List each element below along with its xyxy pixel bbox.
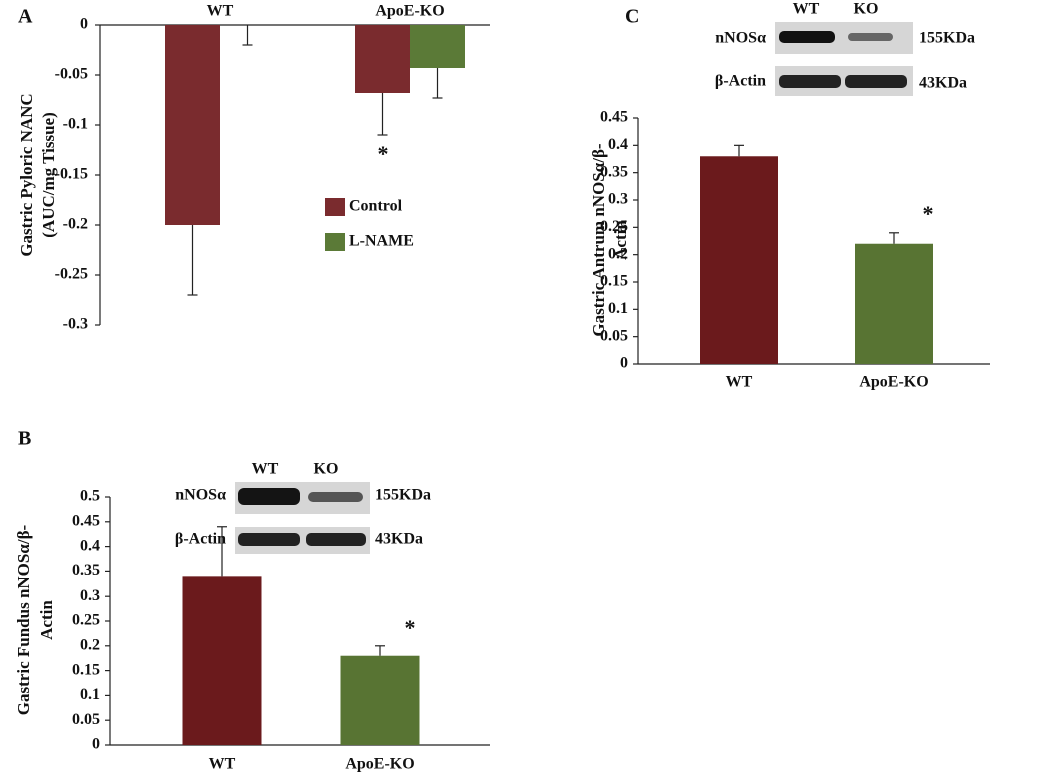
y-tick-label: 0.1	[80, 686, 100, 703]
western-blot	[235, 482, 370, 554]
y-tick-label: 0.3	[608, 191, 628, 208]
x-tick-label: ApoE-KO	[345, 756, 414, 773]
y-tick-label: -0.15	[55, 166, 88, 183]
y-tick-label: 0.25	[600, 218, 628, 235]
blot-row-label: β-Actin	[175, 531, 226, 548]
y-axis-label: Actin	[611, 220, 630, 260]
y-tick-label: -0.3	[63, 316, 88, 333]
bar	[700, 156, 778, 364]
bar	[410, 25, 465, 68]
y-tick-label: 0.45	[600, 109, 628, 126]
x-tick-label: WT	[726, 374, 753, 391]
y-axis-label: Gastric Antrum nNOSα/β-	[589, 143, 608, 337]
y-tick-label: 0.15	[600, 273, 628, 290]
blot-row-label: β-Actin	[715, 73, 766, 90]
y-tick-label: 0.05	[72, 711, 100, 728]
x-tick-label: ApoE-KO	[859, 374, 928, 391]
y-tick-label: 0.05	[600, 327, 628, 344]
y-axis-label: Gastric Fundus nNOSα/β-	[14, 524, 33, 715]
y-tick-label: 0.25	[72, 612, 100, 629]
y-axis-label: Actin	[37, 600, 56, 640]
y-tick-label: 0	[80, 16, 88, 33]
y-tick-label: 0.35	[72, 562, 100, 579]
blot-size-label: 155KDa	[919, 30, 975, 47]
bar	[855, 243, 933, 364]
western-blot	[775, 22, 913, 96]
y-tick-label: 0.35	[600, 163, 628, 180]
y-tick-label: 0.5	[80, 488, 100, 505]
y-tick-label: -0.05	[55, 66, 88, 83]
bar	[165, 25, 220, 225]
blot-row-label: nNOSα	[175, 487, 226, 504]
y-tick-label: 0.4	[608, 136, 628, 153]
bar	[182, 576, 262, 745]
panel-label: C	[625, 6, 639, 28]
lane-label: KO	[314, 461, 339, 478]
bar	[355, 25, 410, 93]
blot-size-label: 43KDa	[375, 531, 423, 548]
y-tick-label: 0.1	[608, 300, 628, 317]
y-tick-label: 0.45	[72, 512, 100, 529]
lane-label: WT	[793, 1, 820, 18]
y-tick-label: -0.2	[63, 216, 88, 233]
annotation: *	[378, 141, 389, 166]
y-axis-label: Gastric Pyloric NANC	[17, 93, 36, 256]
y-tick-label: 0	[620, 355, 628, 372]
y-axis-label: (AUC/mg Tissue)	[39, 112, 58, 237]
y-tick-label: -0.25	[55, 266, 88, 283]
x-tick-label: WT	[207, 3, 234, 20]
x-tick-label: WT	[209, 756, 236, 773]
lane-label: KO	[854, 1, 879, 18]
legend-label: Control	[349, 198, 403, 215]
panel-label: B	[18, 428, 31, 450]
y-tick-label: 0	[92, 736, 100, 753]
legend-swatch	[325, 233, 345, 251]
legend-swatch	[325, 198, 345, 216]
annotation: *	[923, 201, 934, 226]
y-tick-label: -0.1	[63, 116, 88, 133]
bar	[340, 655, 420, 745]
y-tick-label: 0.3	[80, 587, 100, 604]
blot-size-label: 155KDa	[375, 487, 431, 504]
lane-label: WT	[252, 461, 279, 478]
legend-label: L-NAME	[349, 233, 414, 250]
blot-row-label: nNOSα	[715, 30, 766, 47]
x-tick-label: ApoE-KO	[375, 3, 444, 20]
blot-size-label: 43KDa	[919, 75, 967, 92]
panel-label: A	[18, 6, 33, 28]
annotation: *	[405, 615, 416, 640]
y-tick-label: 0.2	[80, 636, 100, 653]
y-tick-label: 0.2	[608, 245, 628, 262]
y-tick-label: 0.15	[72, 661, 100, 678]
y-tick-label: 0.4	[80, 537, 100, 554]
